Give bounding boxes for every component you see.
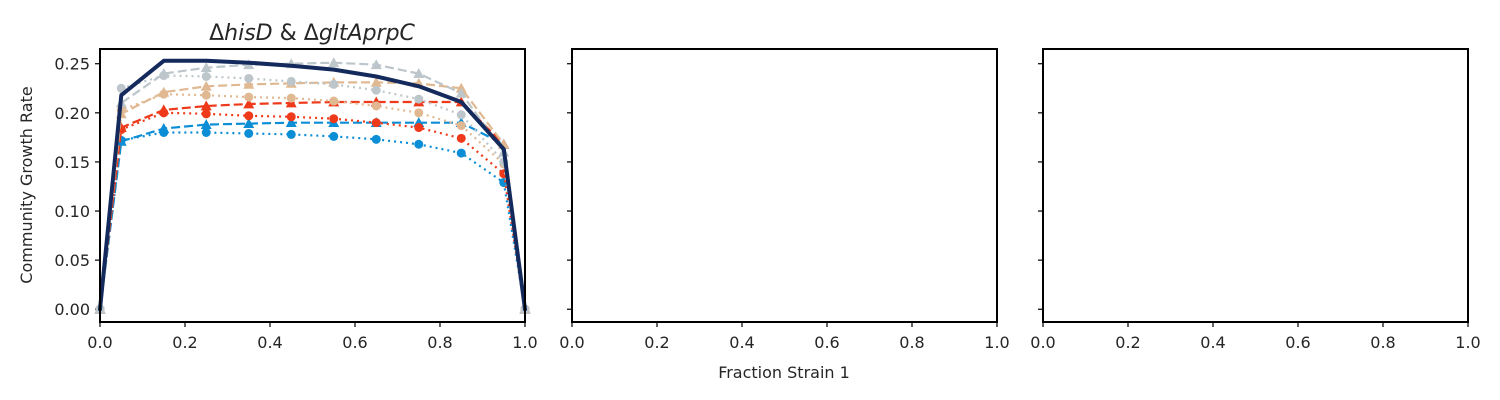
panel-2-x-tick-label-5: 1.0 (984, 333, 1009, 352)
panel-1-title: ΔhisD & ΔgltAprpC (209, 21, 415, 46)
panel-3-x-tick-label-2: 0.4 (1200, 333, 1225, 352)
panel-1-series-3-point-8 (414, 123, 423, 132)
panel-1-series-7-point-5 (287, 77, 296, 86)
panel-2-x-tick-label-3: 0.6 (814, 333, 839, 352)
panel-1-series-3-point-2 (159, 108, 168, 117)
panel-1-series-1-point-5 (287, 130, 296, 139)
panel-1-series-1-point-6 (329, 132, 338, 141)
panel-1-series-7-point-2 (159, 71, 168, 80)
panel-1-series-7-point-8 (414, 95, 423, 104)
panel-1-x-tick-label-4: 0.8 (427, 333, 452, 352)
panel-1-y-tick-label-0: 0.00 (54, 300, 90, 319)
panel-3-x-tick-label-4: 0.8 (1370, 333, 1395, 352)
panel-1-series-3-point-9 (457, 134, 466, 143)
panel-2-x-tick-label-0: 0.0 (559, 333, 584, 352)
panel-1-series-5-point-8 (414, 108, 423, 117)
panel-3-x-tick-label-1: 0.2 (1115, 333, 1140, 352)
panel-1-series-1-point-2 (159, 128, 168, 137)
panel-1-series-5-point-5 (287, 94, 296, 103)
panel-1-series-1-point-9 (457, 149, 466, 158)
panel-1-x-tick-label-3: 0.6 (342, 333, 367, 352)
panel-1-y-tick-label-3: 0.15 (54, 153, 90, 172)
panel-1-series-3-point-7 (372, 118, 381, 127)
title-gene-b: gltAprpC (319, 21, 416, 46)
panel-1-series-7-point-4 (244, 74, 253, 83)
panel-1-x-tick-label-5: 1.0 (512, 333, 537, 352)
panel-1-y-tick-label-4: 0.20 (54, 104, 90, 123)
panel-3-x-tick-label-3: 0.6 (1285, 333, 1310, 352)
title-gene-a: hisD (224, 21, 272, 46)
panel-1-series-7-point-3 (202, 72, 211, 81)
x-axis-title: Fraction Strain 1 (718, 363, 850, 382)
panel-1-y-tick-label-2: 0.10 (54, 202, 90, 221)
panel-1-series-3-point-6 (329, 114, 338, 123)
title-amp: & Δ (273, 21, 319, 46)
panel-1-series-1-point-4 (244, 129, 253, 138)
panel-2-x-tick-label-1: 0.2 (644, 333, 669, 352)
panel-1-series-5-point-9 (457, 121, 466, 130)
panel-1-series-1-point-3 (202, 128, 211, 137)
panel-1-series-3-point-5 (287, 112, 296, 121)
panel-1-series-7-point-6 (329, 80, 338, 89)
panel-3-x-tick-label-5: 1.0 (1455, 333, 1480, 352)
panel-1-series-5-point-4 (244, 93, 253, 102)
panel-1-series-5-point-2 (159, 90, 168, 99)
panel-1-x-tick-label-1: 0.2 (172, 333, 197, 352)
panel-1-series-7-point-7 (372, 86, 381, 95)
panel-1-y-tick-label-1: 0.05 (54, 251, 90, 270)
panel-2-x-tick-label-2: 0.4 (729, 333, 754, 352)
panel-1-series-3-point-3 (202, 109, 211, 118)
panel-1-series-5-point-6 (329, 97, 338, 106)
panel-3-x-tick-label-0: 0.0 (1030, 333, 1055, 352)
panel-1-x-tick-label-0: 0.0 (87, 333, 112, 352)
y-axis-title: Community Growth Rate (17, 86, 36, 283)
panel-1-series-7-point-9 (457, 110, 466, 119)
panel-1-series-1-point-8 (414, 140, 423, 149)
panel-2-x-tick-label-4: 0.8 (899, 333, 924, 352)
panel-1-y-tick-label-5: 0.25 (54, 55, 90, 74)
panel-1-series-5-point-3 (202, 91, 211, 100)
panel-1-series-5-point-7 (372, 101, 381, 110)
panel-1-x-tick-label-2: 0.4 (257, 333, 282, 352)
title-delta-1: Δ (209, 21, 224, 46)
panel-1-series-1-point-7 (372, 135, 381, 144)
panel-1-series-3-point-4 (244, 111, 253, 120)
